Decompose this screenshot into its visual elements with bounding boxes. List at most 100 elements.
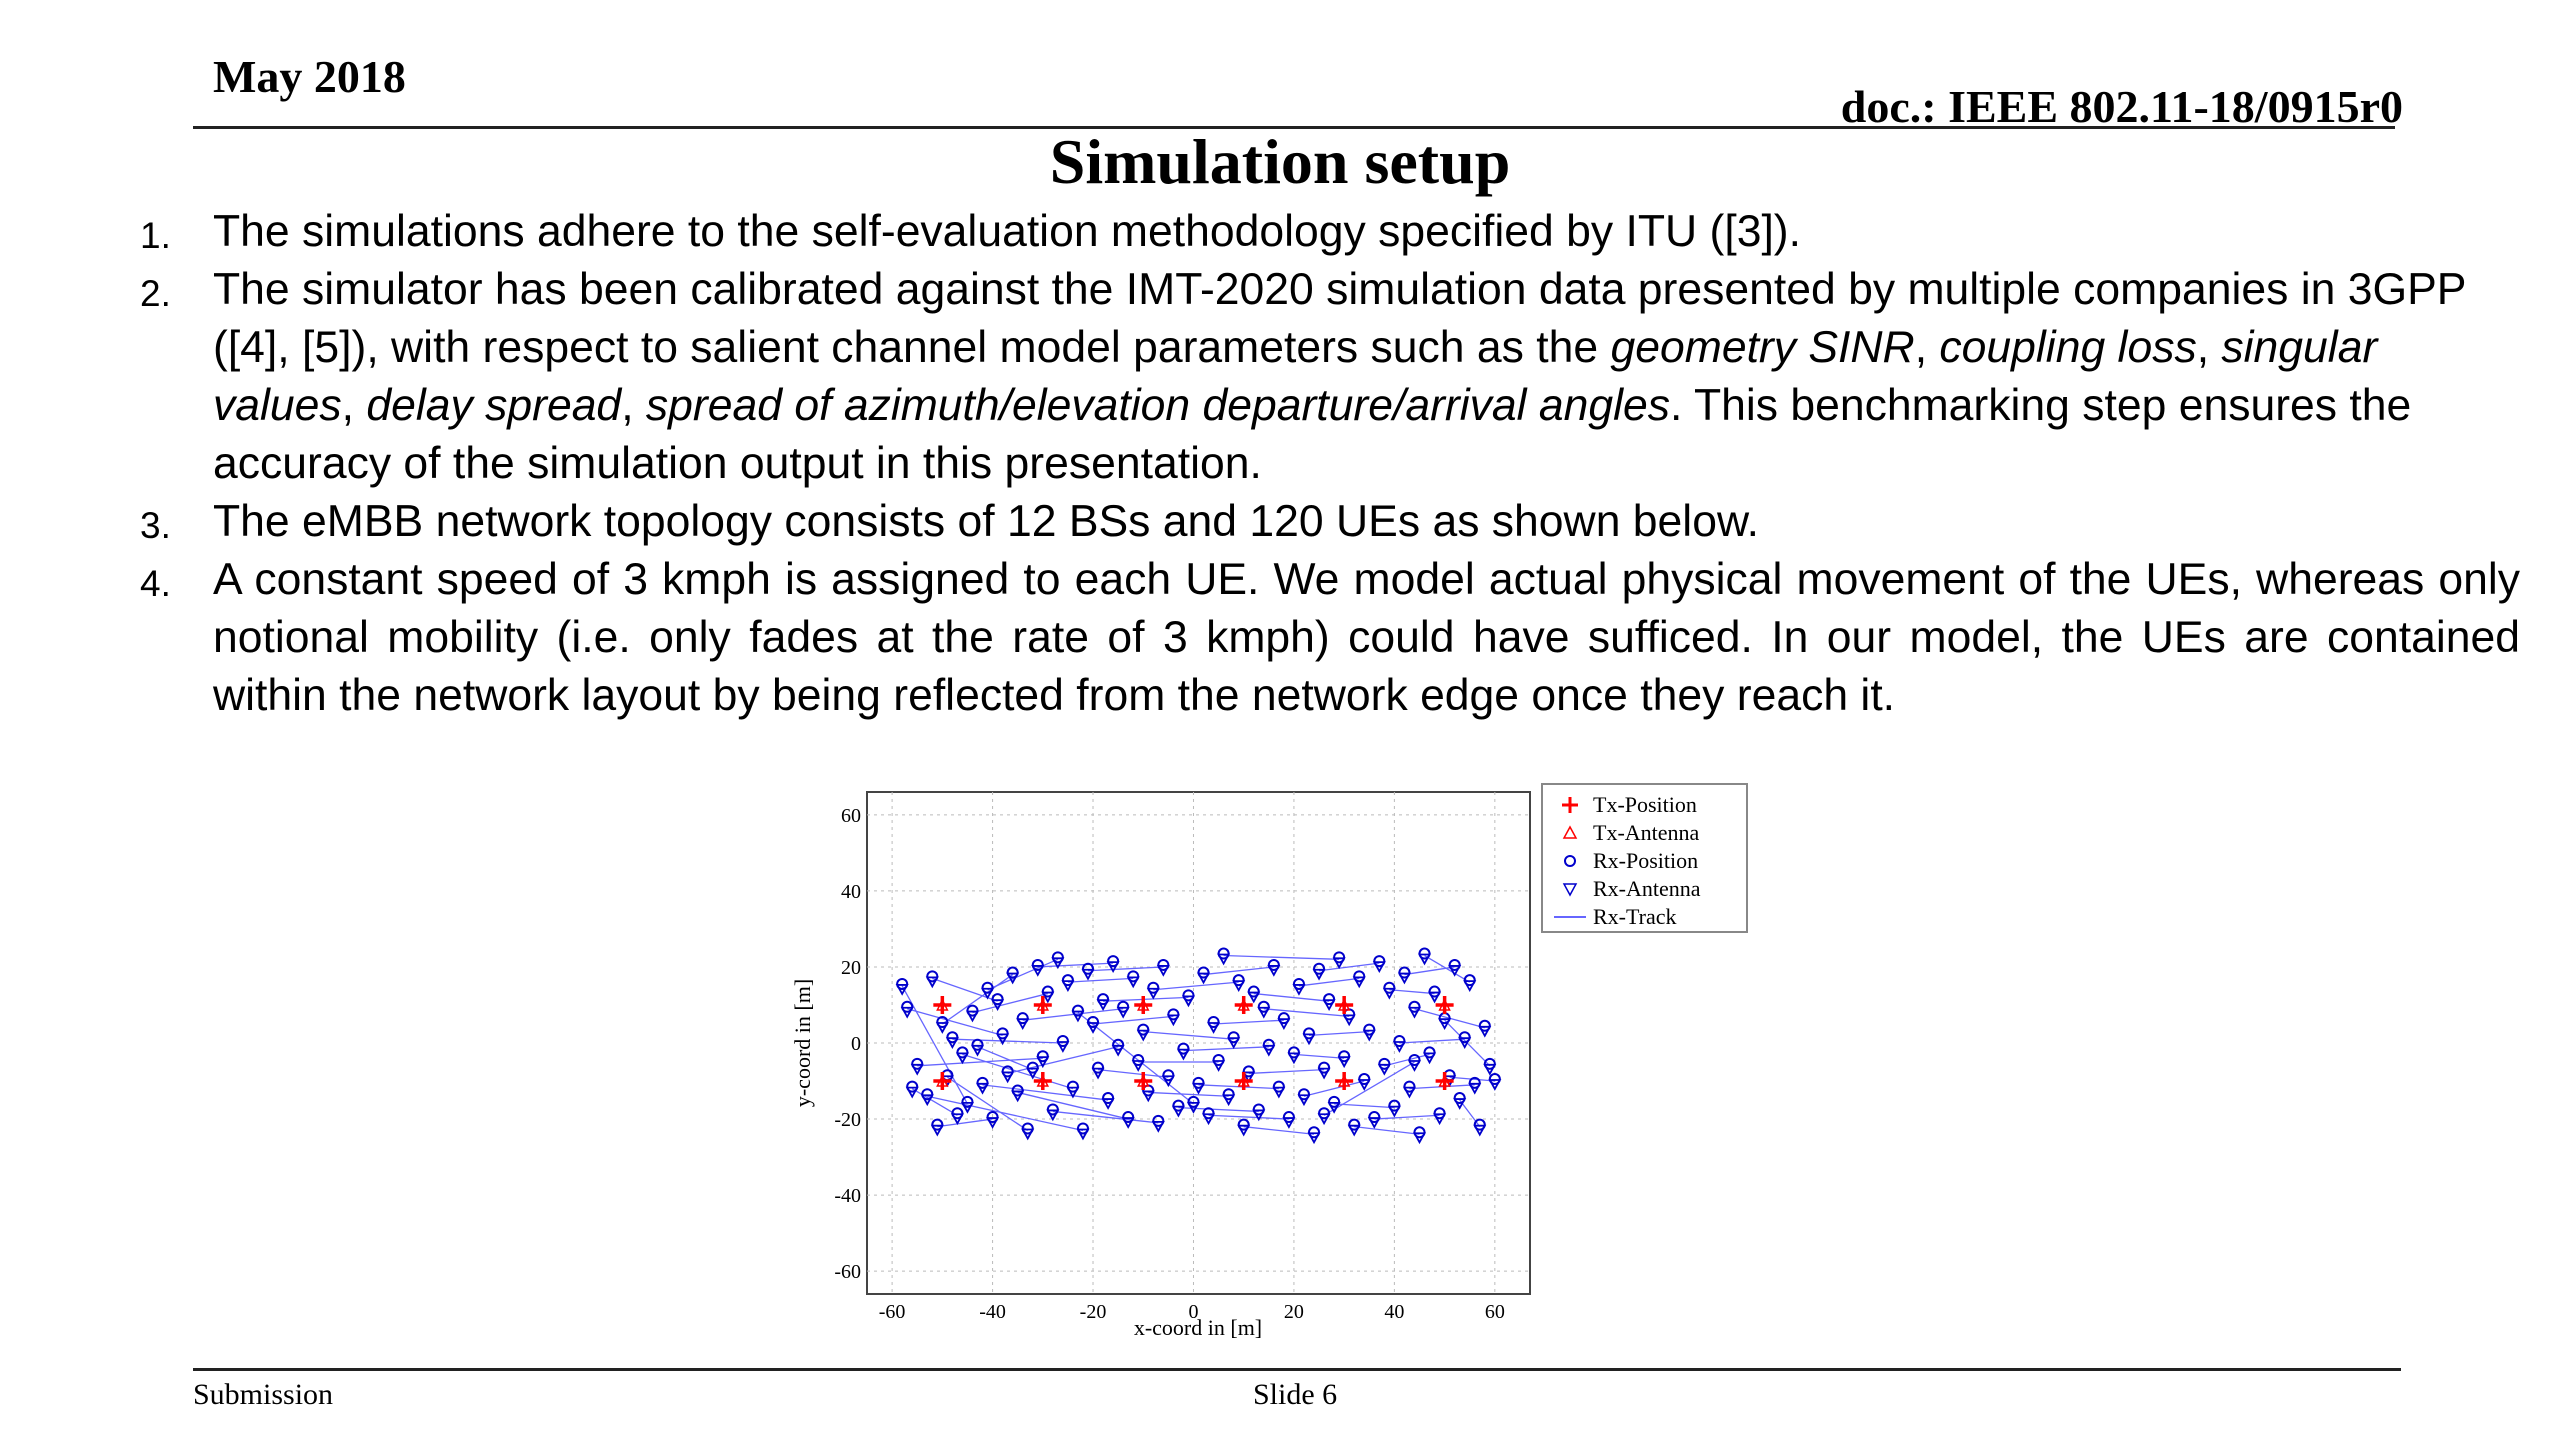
rx-antenna-point [1382,987,1396,1000]
rx-position-point [1122,1111,1135,1124]
rx-antenna-point [1433,1113,1447,1126]
rx-position-point [1177,1042,1190,1055]
rx-track-line [1022,1008,1124,1021]
rx-antenna-point [1252,1109,1266,1122]
legend-entry: Rx-Track [1593,904,1677,929]
rx-antenna-point [1407,1060,1422,1072]
header-divider [193,126,2395,129]
rx-antenna-point [1458,1037,1472,1050]
rx-antenna-point [935,1022,949,1034]
rx-antenna-point [1156,965,1170,977]
rx-position-point [1408,1000,1421,1013]
rx-antenna-point [1036,1056,1050,1069]
list-item-text: , [621,381,646,430]
rx-antenna-point [1136,1029,1150,1042]
rx-track-line [952,1038,1063,1044]
rx-position-point [1036,1050,1049,1063]
rx-track-line [1037,962,1114,968]
rx-position-point [1157,958,1170,971]
rx-track-line [917,1057,1043,1067]
rx-position-point [931,1118,944,1131]
list-item-text: , [2196,323,2222,372]
rx-track-line [1213,1019,1284,1025]
rx-track-line [982,1084,1109,1101]
rx-position-point [1338,1050,1351,1063]
rx-antenna-point [975,1082,990,1095]
rx-position-point [1473,1118,1486,1131]
rx-position-point [1102,1092,1115,1105]
rx-antenna-point [1402,1086,1416,1099]
rx-track-line [1248,1068,1325,1075]
rx-position-point [906,1080,919,1093]
rx-position-point [1237,1118,1250,1131]
rx-antenna-point [1468,1082,1482,1095]
rx-track-line [1067,977,1134,983]
rx-position-point [1413,1126,1426,1139]
list-item-number: 3. [140,505,171,546]
rx-position-point [1011,1084,1024,1097]
rx-track-line [1334,1103,1395,1109]
rx-antenna-point [1473,1124,1487,1137]
rx-track-line [927,1095,1084,1132]
rx-antenna-point [1041,991,1055,1004]
rx-antenna-point [1337,1056,1351,1069]
rx-antenna-point [1232,980,1246,993]
x-tick-label: -40 [979,1301,1006,1323]
rx-antenna-point [955,1052,969,1065]
rx-position-point [901,1000,914,1013]
rx-position-point [1353,970,1366,983]
footer-submission: Submission [193,1378,334,1411]
x-tick-label: 0 [1188,1301,1198,1323]
rx-antenna-point [1001,1071,1015,1084]
rx-antenna-point [1387,1105,1401,1118]
rx-position-point [1247,985,1260,998]
rx-antenna-point [1066,1086,1080,1099]
rx-track-line [1374,1114,1440,1120]
rx-position-point [1242,1065,1255,1078]
rx-antenna-point [1377,1063,1391,1076]
rx-position-point [1147,981,1160,994]
list-item-text: . This benchmarking step ensures the acc… [213,381,2412,488]
rx-track-line [1384,1053,1430,1067]
rx-position-point [1041,985,1054,998]
rx-position-point [1378,1057,1391,1070]
rx-position-point [1287,1046,1300,1059]
y-tick-label: -60 [834,1261,861,1283]
rx-position-point [1488,1073,1501,1086]
rx-antenna-point [1428,991,1442,1004]
rx-track-line [977,1046,1033,1071]
legend-box [1541,783,1748,933]
rx-track-line [1424,954,1471,983]
rx-track-line [1293,1053,1345,1059]
y-tick-label: -40 [834,1185,861,1207]
rx-position-point [1308,1126,1321,1139]
rx-position-point [1323,993,1336,1006]
rx-position-point [986,1111,999,1124]
rx-antenna-point [1488,1079,1502,1091]
list-item-text: , [1914,323,1940,372]
rx-position-point [1348,1118,1361,1131]
rx-position-point [1207,1015,1220,1028]
rx-position-point [1187,1095,1200,1108]
header-doc-id: doc.: IEEE 802.11-18/0915r0 [1840,81,2403,132]
rx-position-point [1182,989,1195,1002]
rx-position-point [1061,974,1074,987]
rx-position-point [1458,1031,1471,1044]
rx-antenna-point [1357,1079,1371,1091]
rx-antenna-point [1463,980,1477,993]
rx-antenna-point [1051,957,1065,970]
footer-slide-number: Slide 6 [1253,1378,1338,1411]
rx-antenna-point [1227,1037,1241,1050]
rx-position-point [1282,1111,1295,1124]
legend-entry: Rx-Position [1593,848,1698,873]
rx-antenna-point [920,1094,934,1107]
rx-position-point [1071,1004,1084,1017]
rx-antenna-point [1282,1117,1296,1129]
rx-position-point [1112,1038,1125,1051]
rx-position-point [1217,947,1230,960]
list-item: 4. A constant speed of 3 kmph is assigned… [140,551,2520,725]
rx-antenna-point [1247,991,1261,1004]
axis-ticks: -60 -40 -20 0 20 40 60 -60 -40 -20 0 20 40 60 [834,805,1505,1323]
rx-position-point [1418,947,1431,960]
rx-track-line [1052,1110,1159,1124]
